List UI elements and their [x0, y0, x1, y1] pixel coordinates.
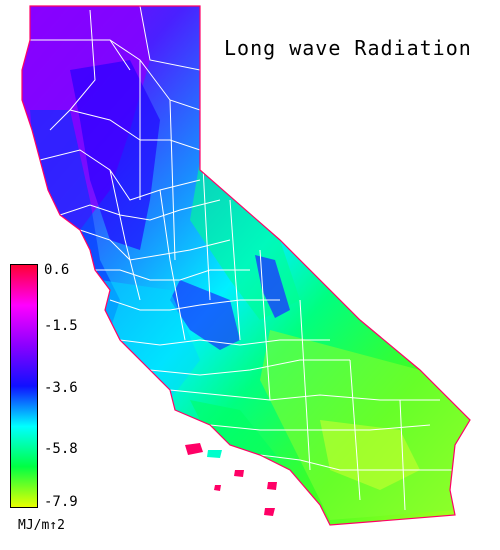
legend-tick-max: 0.6 [44, 262, 70, 278]
region-desert [260, 330, 470, 520]
legend-tick-3: -3.6 [44, 380, 78, 396]
region-central-coast [100, 280, 200, 400]
legend-color-bar [10, 264, 38, 508]
county-borders [30, 6, 460, 511]
region-owens-blue [255, 255, 290, 318]
region-sacramento-valley [70, 60, 160, 250]
region-south-coast [190, 400, 280, 460]
map-title: Long wave Radiation [224, 36, 472, 60]
legend-unit: MJ/m↑2 [18, 518, 65, 533]
legend-tick-4: -5.8 [44, 441, 78, 457]
region-low-desert-yellow [320, 420, 420, 490]
channel-islands [185, 443, 277, 516]
legend-tick-min: -7.9 [44, 494, 78, 510]
region-san-joaquin [170, 280, 240, 350]
legend-tick-2: -1.5 [44, 318, 78, 334]
radiation-overlay [22, 6, 470, 520]
